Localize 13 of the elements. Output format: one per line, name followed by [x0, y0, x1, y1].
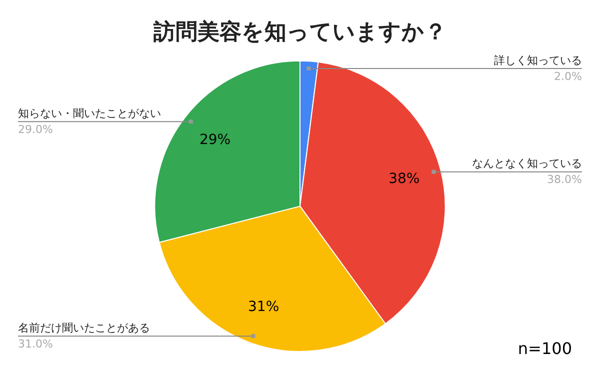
text: 29% [199, 132, 231, 148]
data-label: 2.0% [554, 70, 582, 83]
text: n=100 [518, 339, 572, 358]
slice-label: 名前だけ聞いたことがある [18, 321, 150, 334]
data-label: 38.0% [547, 173, 582, 186]
slice-label: 詳しく知っている [494, 54, 582, 67]
text: 31% [248, 299, 280, 316]
data-label: 29.0% [18, 122, 53, 136]
text: 38% [388, 171, 420, 188]
data-label: 31.0% [18, 337, 53, 350]
chart-title: 訪問美容を知っていますか？ [152, 18, 446, 45]
slice-label: 知らない・聞いたことがない [18, 106, 161, 120]
slice-label: なんとなく知っている [472, 157, 582, 170]
